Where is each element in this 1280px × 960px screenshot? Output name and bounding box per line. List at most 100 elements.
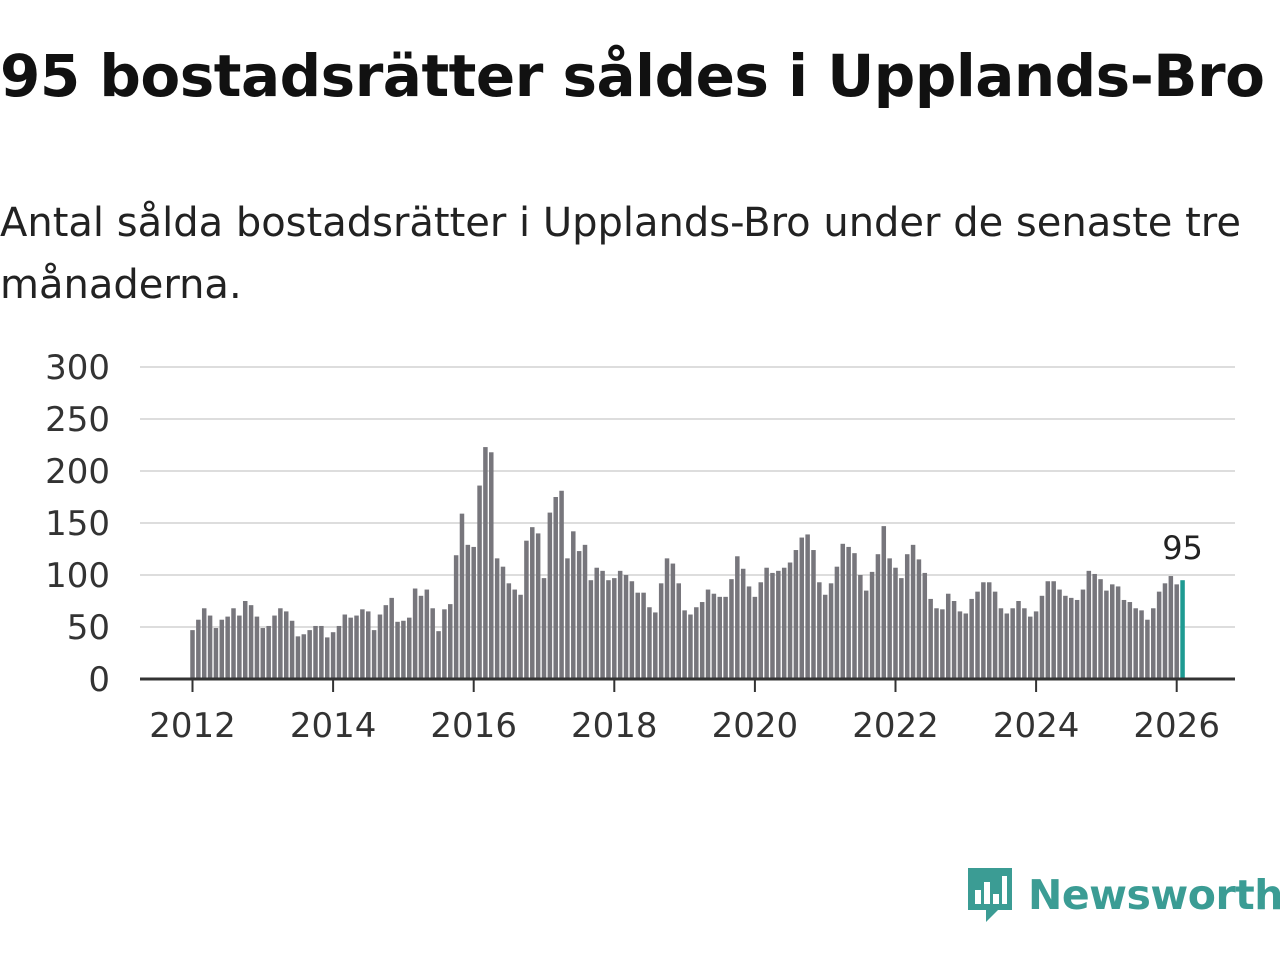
bar	[1051, 581, 1056, 679]
bar	[237, 615, 242, 679]
bar	[535, 533, 541, 679]
bar	[272, 615, 277, 679]
bar	[1133, 608, 1138, 679]
bar	[875, 554, 881, 679]
x-tick-label: 2026	[1133, 706, 1220, 746]
bar	[887, 558, 892, 679]
bar	[213, 628, 219, 679]
bar	[1168, 576, 1174, 679]
bar	[266, 625, 271, 679]
bar	[576, 551, 582, 679]
bar	[383, 605, 389, 679]
bar	[928, 598, 933, 679]
bar	[670, 563, 676, 679]
bar	[389, 597, 394, 679]
bar	[360, 609, 365, 679]
y-tick-label: 200	[45, 452, 110, 492]
bar	[893, 567, 898, 679]
bar	[453, 555, 459, 679]
newsworthy-logo[interactable]: Newsworthy	[964, 864, 1280, 926]
bar	[242, 601, 248, 679]
bar	[635, 592, 640, 679]
bar	[319, 625, 324, 679]
bar	[1092, 573, 1097, 679]
bar	[963, 613, 969, 679]
bar	[834, 566, 840, 679]
bar	[1104, 590, 1109, 679]
bar	[1069, 597, 1074, 679]
bar	[647, 607, 652, 679]
y-tick-label: 100	[45, 556, 110, 596]
bar-chart: 0 50 100 150 200 250 300 2012 2014 2016 2018 2020 20…	[45, 348, 1235, 746]
bar	[219, 619, 225, 679]
bar	[723, 596, 728, 679]
bar	[1162, 583, 1168, 679]
bar	[899, 578, 904, 679]
bar	[858, 575, 863, 679]
bar	[553, 497, 558, 679]
bar	[1033, 611, 1039, 679]
bar	[1010, 608, 1015, 679]
bar	[1139, 610, 1144, 679]
bar	[641, 592, 646, 679]
x-tick-label: 2018	[571, 706, 658, 746]
bar	[1074, 599, 1080, 679]
bar	[436, 631, 441, 679]
bar	[793, 550, 799, 679]
y-tick-label: 150	[45, 504, 110, 544]
bar	[494, 558, 500, 679]
highlight-bar	[1180, 580, 1185, 679]
bar	[653, 612, 658, 679]
bar	[307, 630, 312, 679]
bar	[530, 527, 535, 679]
bar	[524, 540, 529, 679]
bar	[348, 617, 353, 679]
x-tick-label: 2020	[712, 706, 799, 746]
bar	[201, 608, 207, 679]
bar	[336, 625, 342, 679]
bar	[916, 559, 922, 679]
bar	[448, 604, 453, 679]
bar	[752, 596, 758, 679]
y-tick-label: 250	[45, 400, 110, 440]
bar	[371, 630, 377, 679]
bar	[617, 570, 623, 679]
bar	[588, 580, 594, 679]
bar	[629, 581, 635, 679]
bar	[547, 512, 553, 679]
bar	[934, 608, 939, 679]
bar	[512, 589, 517, 679]
x-tick-label: 2012	[149, 706, 236, 746]
bar	[940, 609, 945, 679]
chart-subtitle: Antal sålda bostadsrätter i Upplands-Bro…	[0, 200, 1241, 308]
bar	[559, 490, 564, 679]
bar	[248, 605, 254, 679]
bar	[594, 567, 599, 679]
x-tick-label: 2022	[852, 706, 939, 746]
chart-title: 95 bostadsrätter såldes i Upplands-Bro	[0, 42, 1265, 110]
bar	[354, 615, 359, 679]
bar	[1110, 584, 1115, 679]
bar	[459, 513, 465, 679]
bar	[981, 582, 986, 679]
y-tick-label: 0	[88, 660, 110, 700]
bar	[477, 485, 482, 679]
bar	[295, 636, 301, 679]
bar	[1039, 595, 1045, 679]
bar	[260, 628, 266, 679]
bar	[688, 614, 693, 679]
bar	[301, 634, 307, 679]
bar	[612, 578, 617, 679]
bar	[817, 582, 822, 679]
bar	[664, 558, 670, 679]
bar	[992, 591, 998, 679]
bar	[770, 572, 775, 679]
bar	[705, 589, 711, 679]
bar	[483, 447, 488, 679]
bar	[717, 596, 722, 679]
bar	[1127, 602, 1133, 679]
bar	[395, 621, 400, 679]
bar	[869, 571, 875, 679]
bar	[278, 608, 283, 679]
bar	[1151, 608, 1156, 679]
